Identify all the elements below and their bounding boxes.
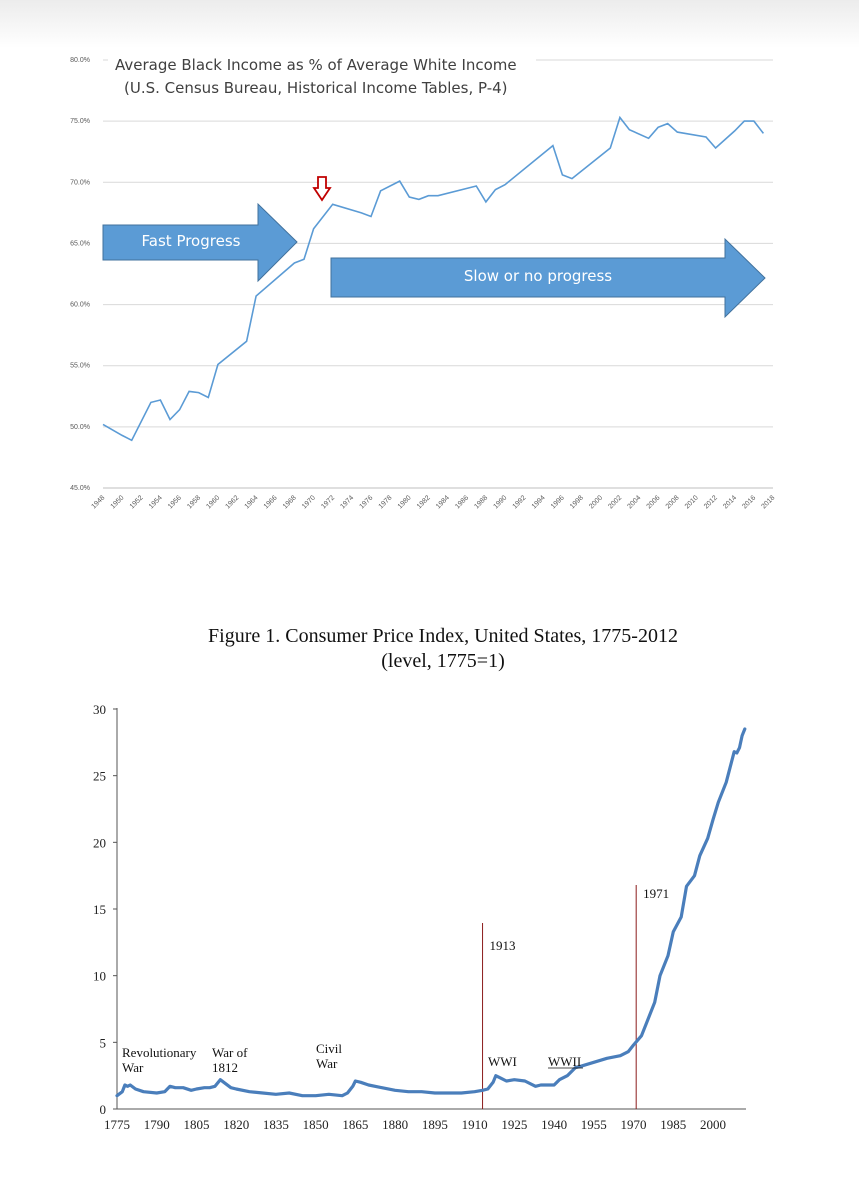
chart1-title: Average Black Income as % of Average Whi… — [115, 56, 517, 74]
red-down-arrow-marker — [312, 176, 332, 202]
chart2-y-tick-label: 20 — [93, 835, 106, 850]
chart1-title-backdrop — [108, 52, 536, 100]
chart2-x-tick-label: 1985 — [660, 1117, 686, 1132]
annotation-1913: 1913 — [490, 938, 516, 953]
annotation-1971: 1971 — [643, 886, 669, 901]
chart1-y-tick-label: 80.0% — [70, 57, 90, 64]
chart1-y-tick-label: 60.0% — [70, 302, 90, 309]
chart2-x-tick-label: 1790 — [144, 1117, 170, 1132]
annotation-label: WWII — [548, 1054, 581, 1069]
annotation-label-line2: War — [122, 1060, 144, 1075]
chart2-x-tick-label: 1955 — [581, 1117, 607, 1132]
chart1-y-tick-label: 70.0% — [70, 179, 90, 186]
chart2-y-tick-label: 10 — [93, 969, 106, 984]
fast-progress-arrow: Fast Progress — [102, 202, 298, 283]
slow-progress-arrow: Slow or no progress — [330, 237, 766, 319]
annotation-label: Revolutionary — [122, 1045, 197, 1060]
chart1-y-tick-label: 55.0% — [70, 363, 90, 370]
annotation-label-line2: War — [316, 1056, 338, 1071]
annotation-label: Civil — [316, 1041, 342, 1056]
chart2-x-tick-label: 2000 — [700, 1117, 726, 1132]
chart2-x-tick-label: 1970 — [621, 1117, 647, 1132]
annotation-label: WWI — [488, 1054, 517, 1069]
fast-progress-arrow-shape — [102, 202, 298, 283]
chart1-y-tick-label: 45.0% — [70, 485, 90, 492]
chart1-y-axis: 45.0% 50.0% 55.0% 60.0% 65.0% 70.0% 75.0% 80.0% — [70, 57, 90, 492]
chart2-x-tick-label: 1910 — [462, 1117, 488, 1132]
chart1-series-line — [102, 115, 765, 442]
chart2-series-line — [115, 727, 747, 1098]
chart2-y-tick-label: 30 — [93, 702, 106, 717]
chart2-y-tick-label: 15 — [93, 902, 106, 917]
chart2-x-tick-label: 1805 — [183, 1117, 209, 1132]
black-white-income-chart: 45.0% 50.0% 55.0% 60.0% 65.0% 70.0% 75.0% 80.0%… — [70, 52, 776, 510]
chart1-subtitle: (U.S. Census Bureau, Historical Income T… — [124, 79, 508, 97]
chart2-y-axis: 0 5 10 15 20 25 30 — [93, 702, 117, 1117]
chart2-x-tick-label: 1940 — [541, 1117, 567, 1132]
annotation-label-line2: 1812 — [212, 1060, 238, 1075]
chart2-x-tick-label: 1895 — [422, 1117, 448, 1132]
chart1-y-tick-label: 75.0% — [70, 118, 90, 125]
chart2-title: Figure 1. Consumer Price Index, United S… — [208, 625, 678, 647]
chart1-y-tick-label: 65.0% — [70, 240, 90, 247]
annotation-label: War of — [212, 1045, 248, 1060]
chart2-x-tick-label: 1880 — [382, 1117, 408, 1132]
chart2-x-tick-label: 1775 — [104, 1117, 130, 1132]
chart2-x-tick-label: 1850 — [303, 1117, 329, 1132]
chart1-y-tick-label: 50.0% — [70, 424, 90, 431]
chart2-x-tick-label: 1925 — [501, 1117, 527, 1132]
chart2-x-tick-label: 1835 — [263, 1117, 289, 1132]
chart2-x-tick-label: 1820 — [223, 1117, 249, 1132]
chart2-subtitle: (level, 1775=1) — [381, 650, 504, 672]
chart2-vertical-markers — [482, 885, 637, 1109]
chart2-y-tick-label: 5 — [100, 1035, 107, 1050]
chart2-x-tick-label: 1865 — [342, 1117, 368, 1132]
slow-progress-arrow-shape — [330, 237, 766, 319]
chart2-y-tick-label: 25 — [93, 769, 106, 784]
fast-progress-label: Fast Progress — [142, 232, 241, 250]
slow-progress-label: Slow or no progress — [464, 267, 612, 285]
chart2-x-axis: 1775 1790 1805 1820 1835 1850 1865 1880 1895 1910… — [104, 1117, 726, 1132]
page-top-fade — [0, 0, 859, 48]
chart2-y-tick-label: 0 — [100, 1102, 107, 1117]
